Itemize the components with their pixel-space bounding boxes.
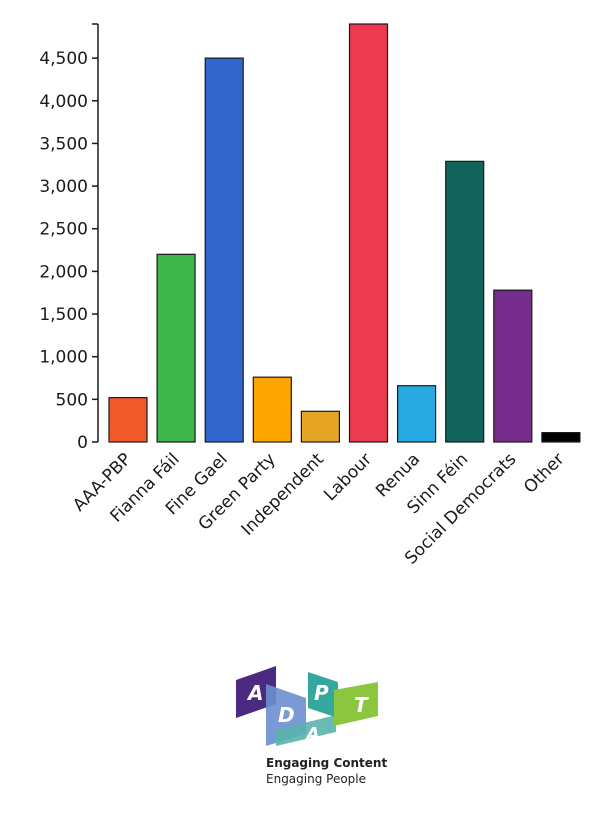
bars xyxy=(108,23,581,443)
logo-letter-a: A xyxy=(246,681,263,705)
y-tick-label: 0 xyxy=(77,433,88,453)
y-tick-label: 2,000 xyxy=(39,262,88,282)
adapt-logo: A D P A T xyxy=(236,666,378,746)
y-tick-label: 3,500 xyxy=(39,134,88,154)
bar-7 xyxy=(445,160,485,443)
bar-2 xyxy=(204,57,244,443)
y-tick-label: 1,000 xyxy=(39,348,88,368)
y-tick-label: 4,000 xyxy=(39,92,88,112)
logo-tagline-primary: Engaging Content xyxy=(266,756,388,770)
logo-tagline-secondary: Engaging People xyxy=(266,772,367,786)
x-category-label: Labour xyxy=(320,449,376,505)
bar-0 xyxy=(108,397,148,443)
bar-1 xyxy=(156,253,196,443)
y-tick-label: 2,500 xyxy=(39,220,88,240)
y-tick-label: 500 xyxy=(56,390,88,410)
bar-9 xyxy=(541,432,581,443)
logo-letter-a2: A xyxy=(304,724,320,745)
bar-5 xyxy=(348,23,389,443)
y-axis: 0 500 1,000 1,500 2,000 2,500 3,000 3,500 4,000 4… xyxy=(39,23,99,453)
logo-letter-p: P xyxy=(314,681,329,705)
bar-4 xyxy=(300,410,340,443)
x-category-label: Other xyxy=(520,449,568,497)
bar-chart: 0 500 1,000 1,500 2,000 2,500 3,000 3,500 4,000 4… xyxy=(39,23,581,569)
y-tick-label: 1,500 xyxy=(39,305,88,325)
y-tick-label: 4,500 xyxy=(39,49,88,69)
bar-3 xyxy=(252,376,292,443)
y-tick-label: 3,000 xyxy=(39,177,88,197)
logo-letter-t: T xyxy=(354,693,369,717)
bar-8 xyxy=(493,289,533,443)
logo-letter-d: D xyxy=(278,703,295,727)
bar-6 xyxy=(397,385,437,443)
